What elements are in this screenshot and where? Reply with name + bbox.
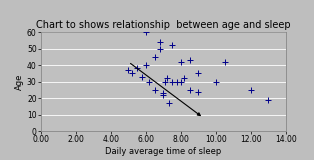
Point xyxy=(187,89,192,91)
Point xyxy=(161,94,166,96)
Point xyxy=(147,80,152,83)
Point xyxy=(143,31,148,33)
X-axis label: Daily average time of sleep: Daily average time of sleep xyxy=(105,147,221,156)
Point xyxy=(163,80,168,83)
Point xyxy=(134,67,139,70)
Point xyxy=(170,44,175,47)
Point xyxy=(152,89,157,91)
Y-axis label: Age: Age xyxy=(15,73,24,90)
Point xyxy=(143,64,148,66)
Point xyxy=(175,80,180,83)
Point xyxy=(222,60,227,63)
Point xyxy=(196,72,201,75)
Point xyxy=(196,90,201,93)
Point xyxy=(157,41,162,43)
Point xyxy=(178,80,183,83)
Point xyxy=(140,75,145,78)
Point xyxy=(187,59,192,61)
Point xyxy=(166,102,171,104)
Point xyxy=(213,80,218,83)
Point xyxy=(182,77,187,80)
Point xyxy=(248,89,253,91)
Point xyxy=(157,47,162,50)
Point xyxy=(152,56,157,58)
Point xyxy=(129,72,134,75)
Point xyxy=(164,77,169,80)
Point xyxy=(161,92,166,94)
Point xyxy=(170,80,175,83)
Point xyxy=(178,60,183,63)
Title: Chart to shows relationship  between age and sleep: Chart to shows relationship between age … xyxy=(36,20,290,30)
Point xyxy=(266,99,271,101)
Point xyxy=(126,69,131,71)
